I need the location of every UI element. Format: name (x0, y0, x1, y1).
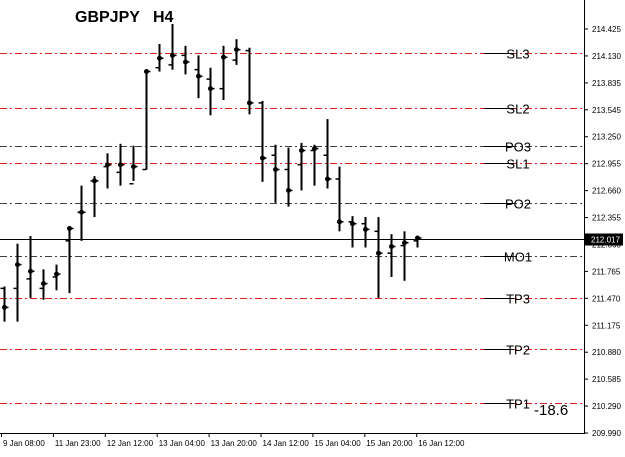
ohlc-close-dot-3 (41, 281, 46, 287)
ohlc-close-dot-7 (92, 178, 97, 184)
current-price-badge (585, 233, 623, 246)
ohlc-close-dot-18 (234, 47, 239, 53)
x-tick-label: 11 Jan 23:00 (55, 439, 101, 448)
y-tick-label: 210.880 (592, 348, 621, 357)
ohlc-close-dot-4 (54, 271, 59, 277)
ohlc-close-dot-15 (196, 73, 201, 79)
ohlc-close-dot-27 (350, 221, 355, 227)
y-axis-ticks: 214.425 214.130 213.835 213.545 213.250 212.9… (584, 25, 623, 438)
ohlc-close-dot-21 (273, 166, 278, 172)
ohlc-close-dot-13 (170, 52, 175, 58)
ohlc-close-dot-11 (144, 69, 149, 75)
ohlc-close-dot-16 (208, 86, 213, 92)
ohlc-close-dot-6 (79, 209, 84, 215)
y-tick-label: 212.955 (592, 160, 621, 169)
level-label-sl1: SL1 (506, 157, 529, 172)
ohlc-close-dot-0 (2, 304, 7, 310)
ohlc-close-dot-23 (299, 147, 304, 153)
y-tick-label: 212.660 (592, 187, 621, 196)
y-tick-label: 213.835 (592, 79, 621, 88)
ohlc-close-dot-25 (325, 176, 330, 182)
y-tick-label: 210.290 (592, 402, 621, 411)
ohlc-close-dot-29 (376, 250, 381, 256)
level-label-sl3: SL3 (506, 47, 529, 62)
ohlc-close-dot-12 (157, 55, 162, 61)
y-tick-label: 214.130 (592, 52, 621, 61)
ohlc-close-dot-1 (15, 262, 20, 268)
y-tick-label: 209.990 (592, 429, 621, 438)
level-label-mo1: MO1 (504, 250, 532, 265)
level-label-sl2: SL2 (506, 102, 529, 117)
x-tick-label: 14 Jan 12:00 (263, 439, 310, 448)
x-tick-label: 15 Jan 04:00 (314, 439, 361, 448)
level-label-tp2: TP2 (506, 343, 530, 358)
ohlc-close-dot-22 (286, 187, 291, 193)
ohlc-close-dot-19 (247, 100, 252, 106)
ohlc-close-dot-8 (105, 162, 110, 168)
y-tick-label: 211.470 (592, 294, 621, 303)
y-tick-label: 214.425 (592, 25, 621, 34)
x-tick-label: 16 Jan 12:00 (418, 439, 465, 448)
x-tick-label: 13 Jan 20:00 (211, 439, 258, 448)
x-axis-ticks: 9 Jan 08:00 11 Jan 23:00 12 Jan 12:00 13 Ja… (1, 433, 465, 448)
ohlc-close-dot-26 (337, 219, 342, 225)
y-tick-label: 213.250 (592, 133, 621, 142)
x-tick-label: 9 Jan 08:00 (3, 439, 45, 448)
level-label-po3: PO3 (505, 140, 531, 155)
y-tick-label: 211.765 (592, 267, 621, 276)
y-tick-label: 211.175 (592, 321, 621, 330)
chart-title: GBPJPY H4 (75, 9, 174, 26)
ohlc-close-dot-10 (131, 164, 136, 170)
y-tick-label: 213.545 (592, 106, 621, 115)
ohlc-close-dot-30 (389, 244, 394, 250)
ohlc-close-dot-20 (260, 155, 265, 161)
ohlc-close-dot-14 (183, 59, 188, 65)
bars-layer (0, 23, 422, 322)
levels-layer: SL3 SL2 PO3 SL1 PO2 MO1 TP3 TP2 TP1 (0, 47, 584, 412)
x-tick-label: 13 Jan 04:00 (159, 439, 206, 448)
level-label-tp1: TP1 (506, 397, 530, 412)
ohlc-close-dot-24 (312, 146, 317, 152)
ohlc-close-dot-2 (28, 268, 33, 274)
ohlc-close-dot-17 (221, 54, 226, 60)
ohlc-close-dot-5 (67, 225, 72, 231)
current-price-label: 212.017 (591, 236, 620, 245)
ohlc-close-dot-9 (118, 162, 123, 168)
ohlc-close-dot-28 (363, 226, 368, 232)
ohlc-close-dot-31 (402, 240, 407, 246)
y-tick-label: 212.355 (592, 214, 621, 223)
ohlc-close-dot-32 (415, 235, 420, 241)
x-tick-label: 12 Jan 12:00 (107, 439, 154, 448)
annotation-value: -18.6 (534, 402, 568, 419)
level-label-tp3: TP3 (506, 292, 530, 307)
y-tick-label: 210.585 (592, 375, 621, 384)
level-label-po2: PO2 (505, 197, 531, 212)
x-tick-label: 15 Jan 20:00 (366, 439, 413, 448)
